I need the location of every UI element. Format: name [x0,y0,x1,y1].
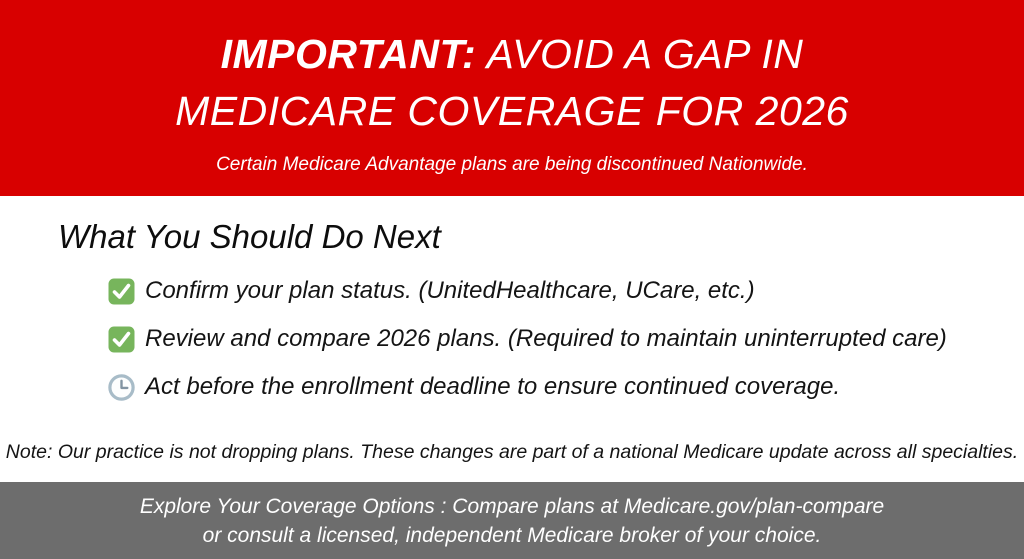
checklist-item: Confirm your plan status. (UnitedHealthc… [108,274,1024,308]
banner-title-important: IMPORTANT: [220,31,477,77]
checklist-item: Review and compare 2026 plans. (Required… [108,322,1024,356]
footer-line2: or consult a licensed, independent Medic… [202,524,822,547]
banner-subtitle: Certain Medicare Advantage plans are bei… [216,154,808,175]
banner-title: IMPORTANT: AVOID A GAP IN MEDICARE COVER… [0,26,1024,140]
checklist-item-text: Confirm your plan status. (UnitedHealthc… [145,277,755,304]
checklist-item-text: Act before the enrollment deadline to en… [145,373,841,400]
clock-icon [108,373,135,401]
banner-title-line2: MEDICARE COVERAGE FOR 2026 [175,88,849,134]
content-section: What You Should Do Next Confirm your pla… [0,196,1024,482]
footer-line1: Explore Your Coverage Options : Compare … [139,495,885,518]
section-heading: What You Should Do Next [58,218,441,255]
banner-title-line1: IMPORTANT: AVOID A GAP IN [0,26,1024,83]
disclaimer-note: Note: Our practice is not dropping plans… [5,441,1019,463]
footer-bar: Explore Your Coverage Options : Compare … [0,482,1024,559]
checklist-item: Act before the enrollment deadline to en… [108,370,1024,404]
banner-title-line1-rest: AVOID A GAP IN [476,31,804,77]
check-icon [108,278,135,305]
check-icon [108,326,135,353]
alert-banner: IMPORTANT: AVOID A GAP IN MEDICARE COVER… [0,0,1024,196]
checklist-item-text: Review and compare 2026 plans. (Required… [145,325,947,352]
checklist: Confirm your plan status. (UnitedHealthc… [108,274,1024,404]
